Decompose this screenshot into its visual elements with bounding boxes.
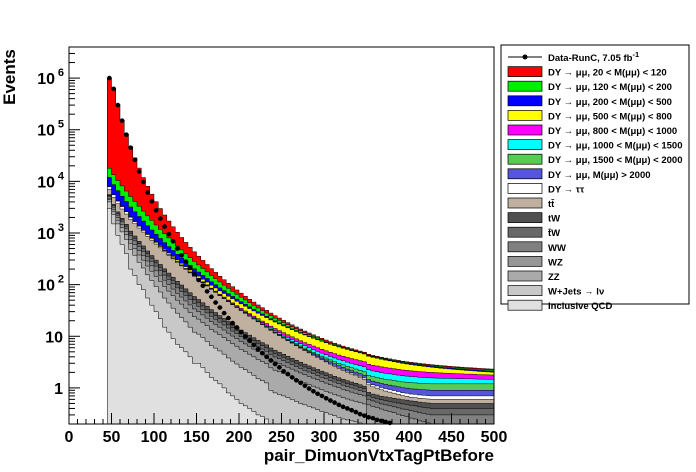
x-tick-label: 150 [183, 429, 210, 446]
legend-label-dy200: DY → μμ, 200 < M(μμ) < 500 [548, 97, 672, 108]
legend-swatch-dy20 [507, 66, 543, 77]
y-tick-label: 10 [37, 226, 55, 243]
x-tick-label: 500 [481, 429, 508, 446]
legend-label-qcd: Inclusive QCD [548, 301, 613, 312]
legend-label-ww: WW [548, 243, 566, 254]
legend-label-dy20: DY → μμ, 20 < M(μμ) < 120 [548, 68, 667, 79]
stacked-histogram [107, 78, 495, 425]
y-axis-label: Events [0, 49, 19, 105]
legend-label-tbarw: t̄W [548, 228, 561, 239]
x-tick-label: 100 [141, 429, 168, 446]
legend-label-dy1000: DY → μμ, 1000 < M(μμ) < 1500 [548, 141, 683, 152]
legend-swatch-wjets [507, 285, 543, 296]
y-tick-exponent: 2 [58, 274, 64, 286]
legend-label-ttbar: tt̄ [548, 199, 555, 210]
y-tick-label: 10 [37, 123, 55, 140]
x-tick-label: 50 [103, 429, 121, 446]
legend-label-dytautau: DY → ττ [548, 184, 585, 195]
x-tick-label: 350 [353, 429, 380, 446]
legend-label-wjets: W+Jets → lν [548, 287, 604, 298]
legend-swatch-tw [507, 212, 543, 223]
x-tick-label: 450 [438, 429, 465, 446]
legend-swatch-dy500 [507, 110, 543, 121]
legend-swatch-dy120 [507, 80, 543, 92]
legend-swatch-dy1500 [507, 153, 543, 165]
legend-swatch-dy800 [507, 124, 543, 136]
legend-label-wz: WZ [548, 257, 563, 268]
legend-swatch-dy2000 [507, 168, 543, 180]
legend-swatch-zz [507, 270, 543, 282]
x-tick-label: 250 [268, 429, 295, 446]
y-tick-label: 10 [37, 278, 55, 295]
x-tick-label: 400 [396, 429, 423, 446]
y-tick-exponent: 6 [58, 67, 64, 79]
y-tick-label: 10 [37, 174, 55, 191]
y-tick-exponent: 5 [58, 119, 64, 131]
legend-swatch-ww [507, 241, 543, 253]
legend-swatch-dy200 [507, 95, 543, 107]
legend-label-dy800: DY → μμ, 800 < M(μμ) < 1000 [548, 126, 677, 137]
legend-label-data: Data-RunC, 7.05 fb-1 [548, 50, 639, 64]
y-tick-label: 10 [45, 329, 63, 346]
legend-swatch-wz [507, 256, 543, 267]
legend-swatch-dytautau [507, 183, 543, 194]
legend-swatch-ttbar [507, 197, 543, 209]
x-axis-label: pair_DimuonVtxTagPtBefore [264, 446, 494, 465]
x-tick-label: 0 [65, 429, 74, 446]
legend-label-tw: tW [548, 214, 560, 225]
x-tick-label: 200 [226, 429, 253, 446]
legend-label-dy1500: DY → μμ, 1500 < M(μμ) < 2000 [548, 155, 683, 166]
y-tick-label: 10 [37, 71, 55, 88]
legend-swatch-qcd [507, 299, 543, 311]
y-tick-exponent: 4 [58, 170, 65, 182]
y-tick-exponent: 3 [58, 222, 64, 234]
legend-data-marker [522, 54, 528, 60]
legend-label-dy2000: DY → μμ, M(μμ) > 2000 [548, 170, 651, 181]
data-points [106, 75, 393, 426]
legend-label-dy500: DY → μμ, 500 < M(μμ) < 800 [548, 111, 672, 122]
legend-swatch-tbarw [507, 226, 543, 238]
y-tick-label: 1 [54, 381, 63, 398]
legend: Data-RunC, 7.05 fb-1 DY → μμ, 20 < M(μμ) … [500, 44, 690, 312]
legend-label-dy120: DY → μμ, 120 < M(μμ) < 200 [548, 82, 672, 93]
legend-label-zz: ZZ [548, 272, 560, 283]
x-tick-label: 300 [311, 429, 338, 446]
legend-swatch-dy1000 [507, 139, 543, 150]
